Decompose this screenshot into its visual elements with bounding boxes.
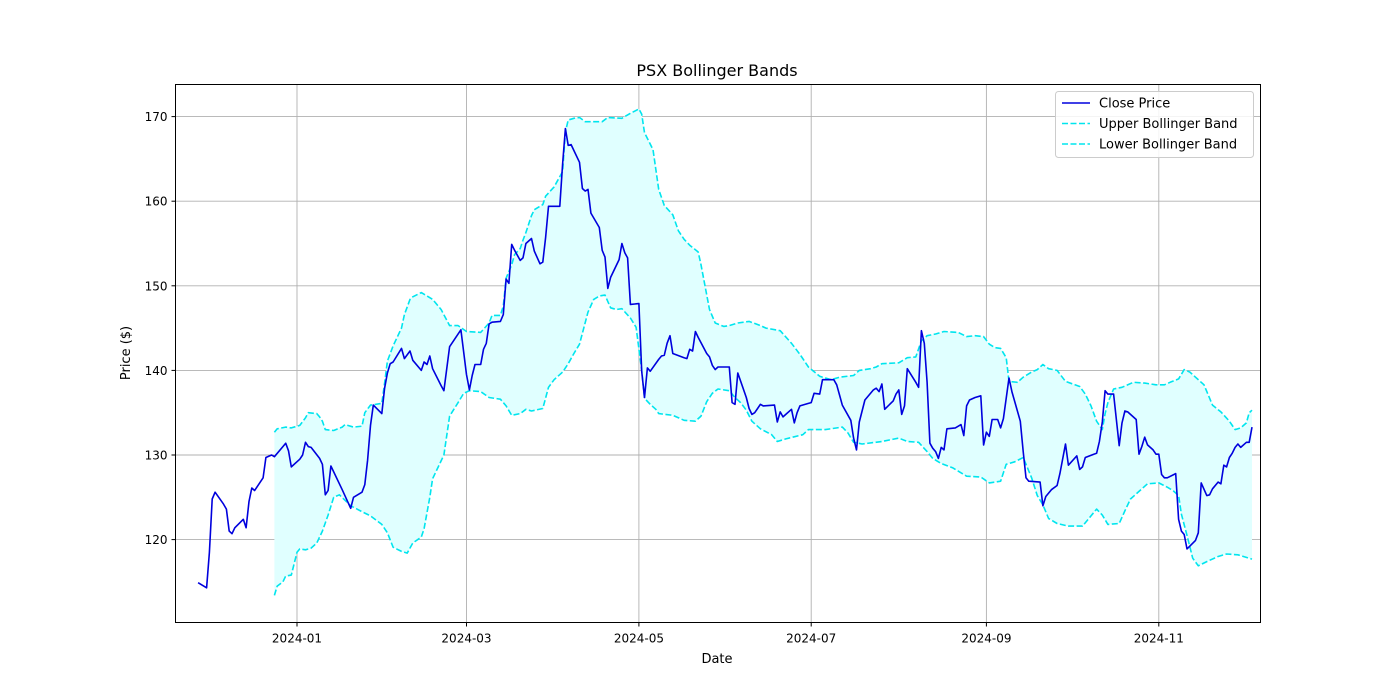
y-axis: 120 130 140 150 160 170	[145, 110, 176, 547]
close-price-line	[197, 127, 1253, 589]
y-tick-label: 140	[145, 364, 168, 378]
y-tick-label: 120	[145, 533, 168, 547]
legend-close-price-label: Close Price	[1099, 97, 1170, 112]
x-tick-label: 2024-11	[1134, 632, 1184, 646]
y-tick-label: 160	[145, 195, 168, 209]
y-tick-label: 150	[145, 279, 168, 293]
upper-band-line	[273, 108, 1253, 433]
y-axis-label: Price ($)	[119, 326, 134, 380]
series-layer	[197, 108, 1253, 596]
y-tick-label: 130	[145, 449, 168, 463]
x-tick-label: 2024-07	[786, 632, 836, 646]
legend-lower-band-label: Lower Bollinger Band	[1099, 138, 1237, 153]
band-fill-area	[274, 109, 1252, 596]
x-tick-label: 2024-09	[961, 632, 1011, 646]
x-axis: 2024-01 2024-03 2024-05 2024-07 2024-09 2024-…	[272, 622, 1184, 646]
y-tick-label: 170	[145, 110, 168, 124]
chart-title: PSX Bollinger Bands	[636, 61, 797, 80]
x-tick-label: 2024-01	[272, 632, 322, 646]
legend-box	[1055, 91, 1254, 158]
x-tick-label: 2024-03	[441, 632, 491, 646]
legend: Close Price Upper Bollinger Band Lower Bol…	[1055, 91, 1254, 158]
lower-band-line	[273, 294, 1253, 596]
plot-frame	[175, 84, 1261, 623]
legend-upper-band-label: Upper Bollinger Band	[1099, 117, 1238, 132]
x-axis-label: Date	[701, 652, 732, 667]
x-tick-label: 2024-05	[614, 632, 664, 646]
